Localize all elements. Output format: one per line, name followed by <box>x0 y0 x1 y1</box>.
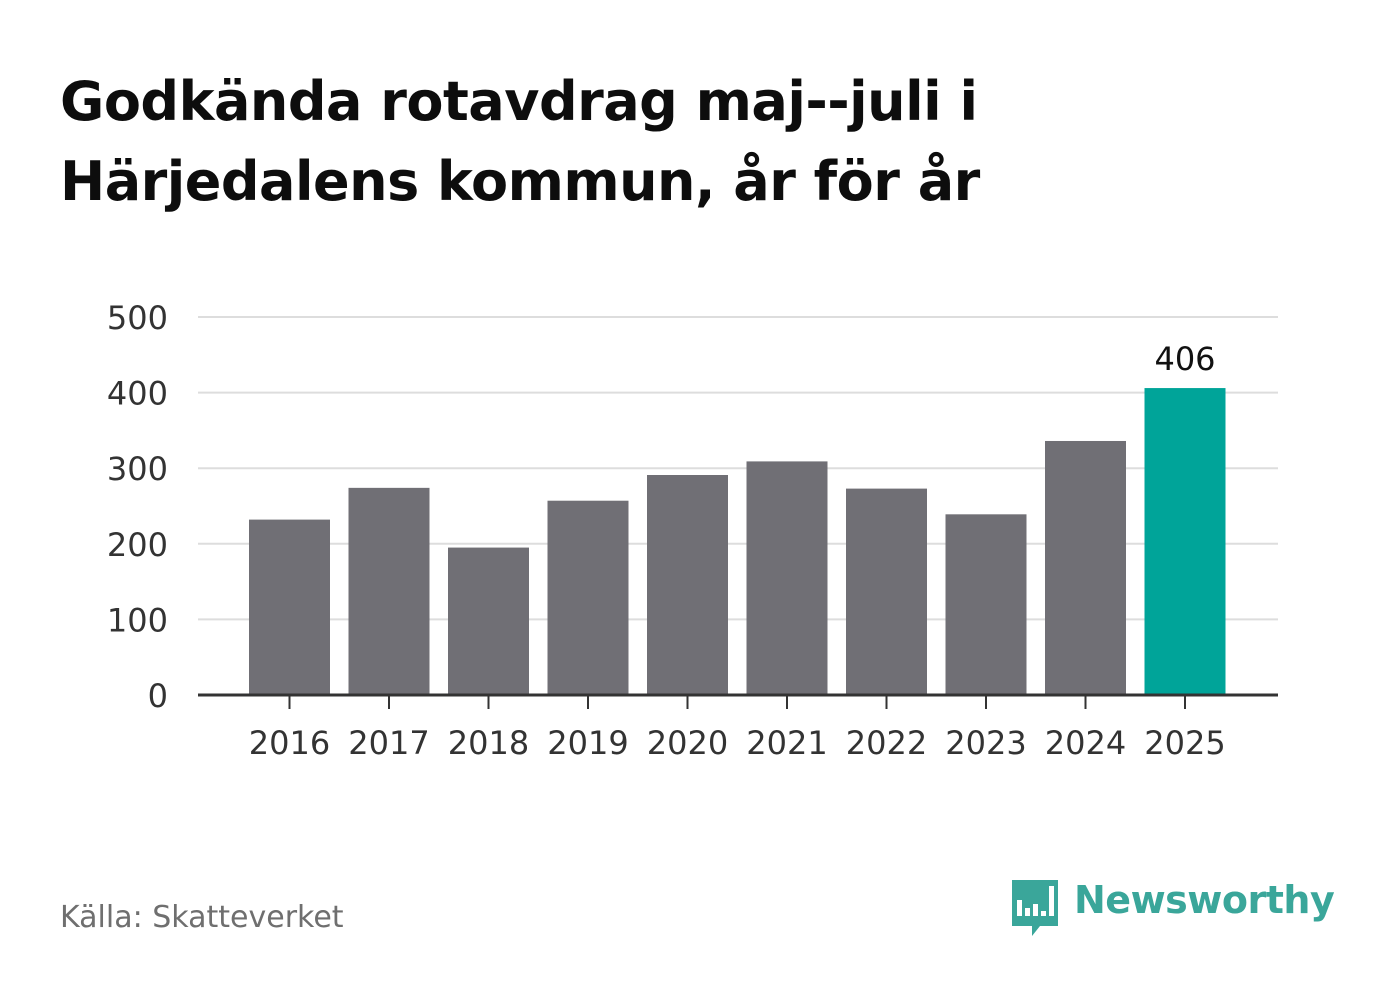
y-tick-label: 500 <box>107 299 168 337</box>
bars <box>249 388 1226 695</box>
x-tick-label: 2019 <box>547 724 628 762</box>
brand-logo[interactable]: Newsworthy <box>1010 878 1335 940</box>
bar-2021 <box>746 461 828 695</box>
x-tick-label: 2023 <box>945 724 1026 762</box>
bar-2016 <box>249 519 330 695</box>
x-tick-label: 2024 <box>1045 724 1126 762</box>
x-tick-label: 2017 <box>348 724 429 762</box>
chart-title: Godkända rotavdrag maj--juli i Härjedale… <box>60 62 1260 222</box>
x-tick-label: 2016 <box>249 724 330 762</box>
labels: 0 100 200 300 400 500 2016 2017 2018 2019 2020 2021… <box>107 299 1226 762</box>
newsworthy-bar-chart-bubble-icon <box>1012 880 1058 936</box>
bar-2025 <box>1144 388 1226 695</box>
x-tick-label: 2020 <box>647 724 728 762</box>
chart-title-line-1: Godkända rotavdrag maj--juli i <box>60 70 978 133</box>
x-tick-label: 2025 <box>1144 724 1225 762</box>
bar-2018 <box>448 547 529 695</box>
y-tick-label: 300 <box>107 450 168 488</box>
axes <box>198 693 1278 709</box>
y-tick-label: 400 <box>107 375 168 413</box>
bar-2019 <box>547 500 629 695</box>
bar-2020 <box>647 475 728 695</box>
x-tick-label: 2021 <box>746 724 827 762</box>
x-tick-label: 2018 <box>448 724 529 762</box>
y-tick-label: 0 <box>148 677 168 715</box>
bar-2022 <box>846 488 927 695</box>
bar-2023 <box>945 514 1027 695</box>
y-tick-label: 200 <box>107 526 168 564</box>
bar-2024 <box>1045 440 1126 695</box>
bar-2017 <box>348 487 430 695</box>
data-label: 406 <box>1154 340 1215 378</box>
brand-name: Newsworthy <box>1074 878 1335 922</box>
chart-title-line-2: Härjedalens kommun, år för år <box>60 150 980 213</box>
y-tick-label: 100 <box>107 601 168 639</box>
x-tick-label: 2022 <box>846 724 927 762</box>
source-note: Källa: Skatteverket <box>60 900 344 935</box>
